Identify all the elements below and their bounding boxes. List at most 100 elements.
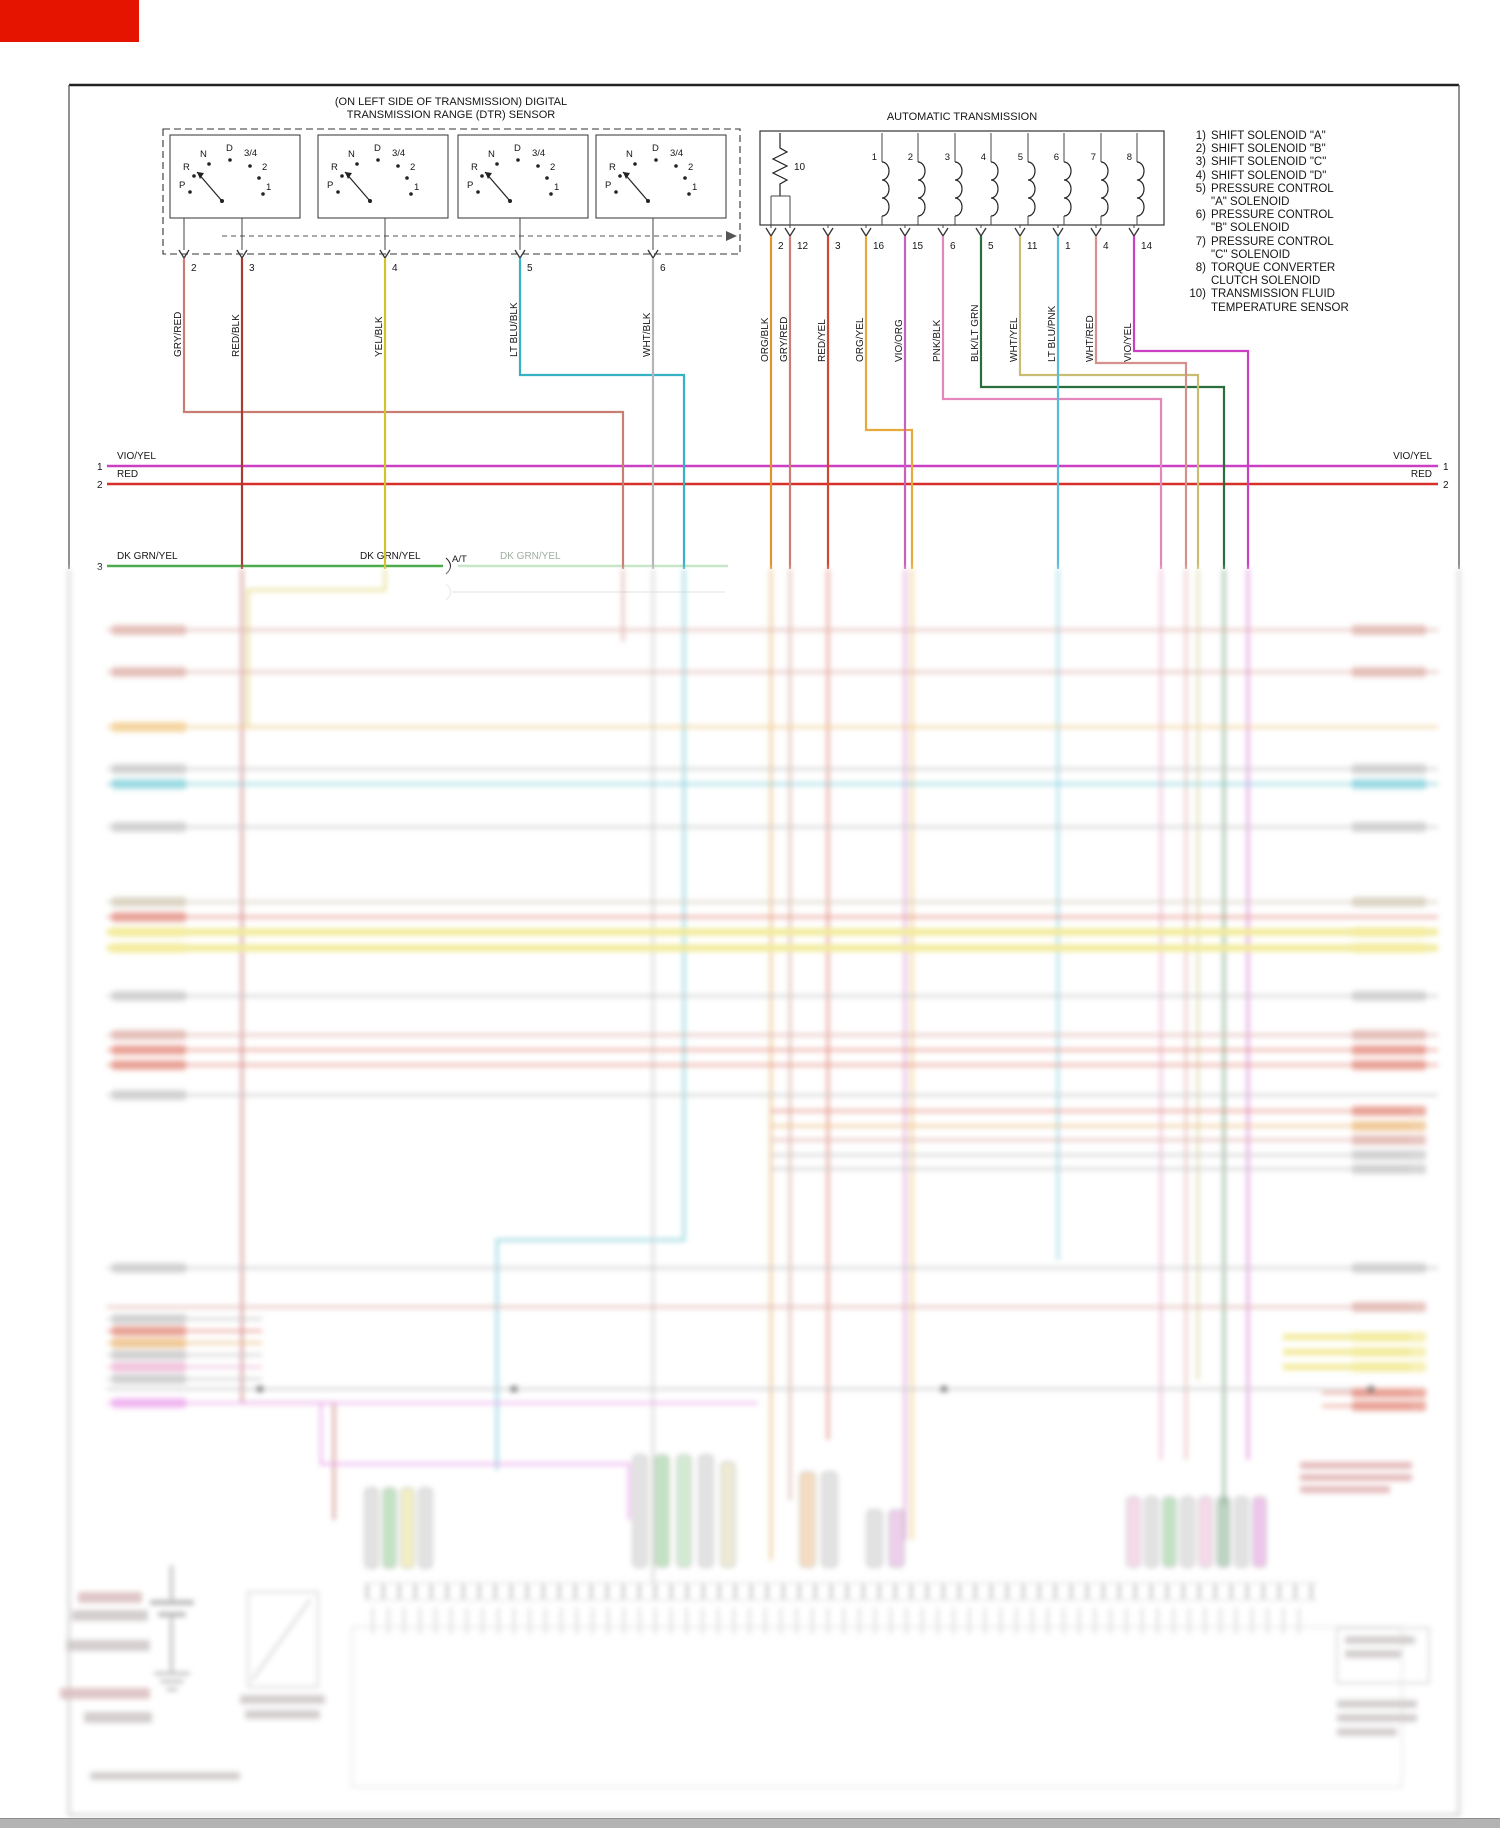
gear-position-label: D — [374, 143, 381, 154]
connector-pin-tick — [974, 1584, 977, 1599]
row-label-blob — [1352, 943, 1426, 953]
wire-color-label: RED/BLK — [231, 314, 242, 357]
connector-pin-tick — [638, 1584, 641, 1599]
row-label-blob — [112, 1060, 186, 1070]
component-bar — [654, 1454, 670, 1568]
blurred-text-blob — [1345, 1636, 1415, 1644]
dtr-switch-group-4: N D 3/4 R 2 P 1 — [595, 134, 727, 219]
gear-position-label: D — [514, 143, 521, 154]
bus-label: VIO/YEL — [117, 451, 156, 462]
pin-label-tick — [827, 1608, 829, 1634]
blurred-text-blob — [245, 1710, 320, 1719]
connector-pin-tick — [446, 1584, 449, 1599]
pin-label-tick — [481, 1608, 484, 1634]
contact-dot — [207, 162, 211, 166]
coil-symbol — [954, 161, 963, 217]
row-label-blob — [1352, 1362, 1426, 1372]
pin-label-tick — [1078, 1608, 1080, 1634]
legend-number: 4) — [1195, 169, 1206, 182]
switch-arm-arrow-icon — [197, 172, 204, 179]
legend-text: PRESSURE CONTROL "A" SOLENOID — [1211, 183, 1334, 209]
gear-position-label: N — [488, 149, 495, 160]
junction-dot — [511, 1386, 517, 1392]
connector-pin-tick — [1294, 1584, 1297, 1599]
wire-color-label: GRY/RED — [173, 312, 184, 357]
row-label-blob — [112, 822, 186, 832]
pin-label-tick — [748, 1608, 751, 1634]
connector-pin-tick — [894, 1584, 897, 1599]
blurred-text-blob — [158, 1612, 186, 1617]
blurred-text-blob — [1300, 1486, 1390, 1493]
red-corner-marker — [0, 0, 139, 42]
legend-text-line: TEMPERATURE SENSOR — [1211, 301, 1349, 314]
component-bar — [632, 1454, 648, 1568]
bus-number: 2 — [1443, 480, 1449, 491]
legend-number: 8) — [1195, 262, 1206, 275]
connector-pin-tick — [1102, 1584, 1105, 1599]
row-label-blob — [112, 912, 186, 922]
contact-dot — [480, 174, 484, 178]
component-outline — [247, 1591, 319, 1688]
inline-connector-icon — [445, 557, 452, 575]
connector-pin-tick — [398, 1584, 401, 1599]
pin-label-tick — [623, 1608, 625, 1634]
wire-continuation — [495, 569, 686, 1470]
contact-dot — [683, 176, 687, 180]
blur-veil — [60, 568, 1466, 1818]
blurred-text-blob — [240, 1695, 325, 1704]
row-label-blob — [1352, 1045, 1426, 1055]
legend-number: 2) — [1195, 143, 1206, 156]
legend-number: 6) — [1195, 209, 1206, 222]
wire-pnk-blk — [941, 236, 1163, 569]
row-label-blob — [1352, 1135, 1426, 1145]
connector-arrow-icon — [860, 227, 872, 238]
row-label-blob — [1352, 779, 1426, 789]
pivot-dot — [220, 199, 224, 203]
at-pin-org-yel: 16 ORG/YEL — [855, 225, 885, 362]
pin-number: 3 — [249, 263, 255, 274]
wire-org-yel — [864, 236, 914, 569]
row-label-blob — [1352, 1347, 1426, 1357]
pin-label-tick — [890, 1608, 892, 1634]
pin-label-tick — [1219, 1608, 1222, 1634]
connector-pin-tick — [1182, 1584, 1185, 1599]
pin-label-tick — [952, 1608, 955, 1634]
connector-pin-tick — [526, 1584, 529, 1599]
pin-label-tick — [843, 1608, 845, 1634]
row-label-blob — [1352, 927, 1426, 937]
connector-pin-tick — [670, 1584, 673, 1599]
coil-symbol — [917, 161, 926, 217]
coil-number: 3 — [945, 152, 950, 163]
gear-position-label: R — [609, 162, 616, 173]
connector-pin-tick — [798, 1584, 801, 1599]
contact-dot — [228, 158, 232, 162]
component-bar — [1162, 1496, 1177, 1568]
row-label-blob — [1352, 667, 1426, 677]
row-label-blob — [112, 1045, 186, 1055]
wire-color-label: WHT/RED — [1085, 315, 1096, 362]
connector-pin-tick — [430, 1584, 433, 1599]
solenoid-coil-8: 8 — [1127, 133, 1145, 225]
connector-pin-tick — [1118, 1584, 1121, 1599]
wire-wht-red — [1094, 236, 1188, 569]
pivot-dot — [368, 199, 372, 203]
pin-label-tick — [1031, 1608, 1033, 1634]
wire-color-label: VIO/ORG — [894, 319, 905, 362]
row-label-blob — [1352, 1263, 1426, 1273]
blurred-text-blob — [1300, 1474, 1412, 1481]
component-bar — [1252, 1496, 1267, 1568]
coil-number: 4 — [981, 152, 986, 163]
pin-label-tick — [874, 1608, 876, 1634]
legend-item: 3) SHIFT SOLENOID "C" — [1182, 156, 1458, 169]
connector-pin-tick — [1086, 1584, 1089, 1599]
gear-position-label: N — [200, 149, 207, 160]
coil-number: 2 — [908, 152, 913, 163]
pin-label-tick — [968, 1608, 970, 1634]
connector-pin-tick — [1310, 1584, 1313, 1599]
contact-dot — [536, 164, 540, 168]
solenoid-coil-1: 1 — [872, 133, 890, 225]
legend-number: 7) — [1195, 235, 1206, 248]
row-label-blob — [112, 764, 186, 774]
connector-arrow-icon — [1052, 227, 1064, 238]
contact-dot — [654, 158, 658, 162]
